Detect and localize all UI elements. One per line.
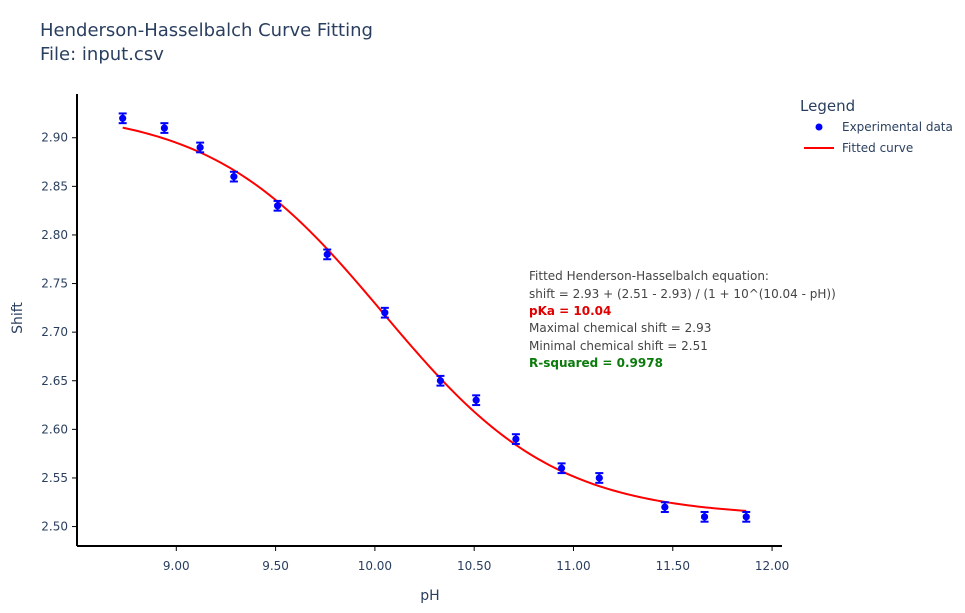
data-point (273, 199, 282, 212)
data-point (472, 394, 481, 407)
y-axis-title: Shift (10, 302, 26, 334)
data-point-marker[interactable] (742, 513, 750, 521)
data-point (557, 462, 566, 475)
experimental-data-points (118, 112, 751, 523)
y-tick-label: 2.75 (41, 277, 68, 291)
chart-title: Henderson-Hasselbalch Curve Fitting (40, 20, 373, 41)
chart-subtitle: File: input.csv (40, 44, 164, 65)
data-point-marker[interactable] (700, 513, 709, 521)
x-tick-label: 10.50 (457, 559, 491, 573)
x-axis-ticks: 9.00 9.50 10.00 10.50 11.00 11.50 12.00 (163, 546, 789, 573)
annotation-heading: Fitted Henderson-Hasselbalch equation: (529, 269, 769, 283)
legend-item-experimental[interactable]: Experimental data (842, 120, 953, 134)
y-tick-label: 2.65 (41, 374, 68, 388)
x-tick-label: 11.00 (556, 559, 590, 573)
data-point (742, 510, 751, 523)
y-tick-label: 2.90 (41, 131, 68, 145)
y-tick-label: 2.60 (41, 422, 68, 436)
data-point-marker[interactable] (273, 202, 282, 210)
x-tick-label: 9.50 (262, 559, 289, 573)
data-point-marker[interactable] (557, 464, 566, 472)
data-point-marker[interactable] (472, 396, 480, 404)
legend-marker-icon (815, 123, 823, 131)
data-point (660, 501, 669, 513)
data-point-marker[interactable] (196, 143, 204, 152)
x-tick-label: 9.00 (163, 559, 190, 573)
data-point (595, 472, 604, 484)
y-tick-label: 2.80 (41, 228, 68, 242)
data-point-marker[interactable] (595, 474, 603, 482)
annotation-min-shift: Minimal chemical shift = 2.51 (529, 339, 708, 353)
data-point-marker[interactable] (119, 114, 127, 122)
data-point (118, 112, 127, 125)
legend-item-fitted[interactable]: Fitted curve (842, 141, 913, 155)
data-point-marker[interactable] (230, 173, 238, 181)
y-tick-label: 2.55 (41, 471, 68, 485)
data-point-marker[interactable] (160, 124, 168, 132)
data-point-marker[interactable] (512, 435, 520, 443)
fitted-curve-line (122, 126, 747, 512)
fit-annotation: Fitted Henderson-Hasselbalch equation: s… (529, 269, 836, 370)
x-tick-label: 12.00 (755, 559, 789, 573)
data-point (196, 141, 205, 154)
annotation-equation: shift = 2.93 + (2.51 - 2.93) / (1 + 10^(… (529, 287, 836, 301)
annotation-max-shift: Maximal chemical shift = 2.93 (529, 321, 711, 335)
data-point-marker[interactable] (661, 503, 669, 511)
data-point-marker[interactable] (323, 250, 331, 258)
y-tick-label: 2.85 (41, 179, 68, 193)
data-point (380, 306, 389, 319)
x-axis-title: pH (420, 588, 439, 604)
data-point (160, 122, 169, 134)
x-tick-label: 10.00 (358, 559, 392, 573)
data-point (229, 170, 238, 183)
annotation-pka: pKa = 10.04 (529, 304, 611, 318)
data-point-marker[interactable] (381, 309, 389, 317)
y-tick-label: 2.50 (41, 520, 68, 534)
x-tick-label: 11.50 (656, 559, 690, 573)
annotation-r-squared: R-squared = 0.9978 (529, 356, 663, 370)
y-tick-label: 2.70 (41, 325, 68, 339)
data-point (436, 374, 445, 387)
data-point (323, 248, 332, 261)
data-point (511, 433, 520, 445)
legend: Legend Experimental data Fitted curve (800, 97, 953, 155)
y-axis-ticks: 2.50 2.55 2.60 2.65 2.70 2.75 2.80 2.85 2.90 (41, 131, 77, 534)
legend-title: Legend (800, 97, 855, 115)
data-point-marker[interactable] (436, 377, 445, 385)
data-point (700, 510, 709, 523)
